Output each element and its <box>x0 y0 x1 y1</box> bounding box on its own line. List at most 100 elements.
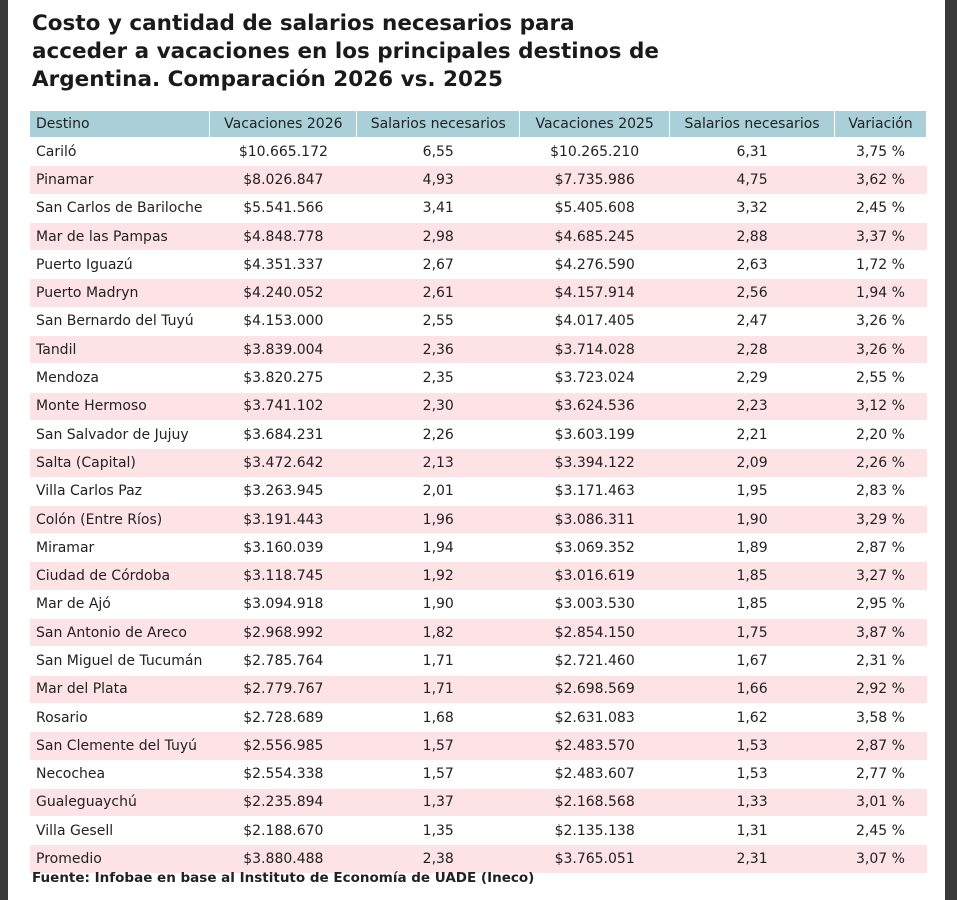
table-row: Cariló $10.665.172 6,55 $10.265.210 6,31 3,75… <box>30 136 927 166</box>
frame-edge <box>0 0 8 900</box>
table-row: San Carlos de Bariloche $5.541.566 3,41 $5.… <box>30 193 927 223</box>
table-cell: 1,33 <box>669 787 835 817</box>
table-cell: 2,45 % <box>834 193 927 223</box>
table-cell: 2,09 <box>669 448 835 478</box>
header-row: Destino Vacaciones 2026 Salarios necesario… <box>30 111 928 138</box>
table-cell: 3,29 % <box>834 504 927 534</box>
table-cell: $2.779.767 <box>209 674 357 704</box>
table-row: Villa Gesell $2.188.670 1,35 $2.135.138 1,31… <box>30 816 927 845</box>
table-cell: 1,92 <box>356 561 520 591</box>
table-cell: 2,31 <box>669 844 835 873</box>
table-cell: Promedio <box>30 844 210 873</box>
table-cell: 6,31 <box>669 136 835 166</box>
table-cell: Ciudad de Córdoba <box>30 561 210 591</box>
table-cell: 1,68 <box>356 702 520 732</box>
table-row: Mar de las Pampas $4.848.778 2,98 $4.685.24… <box>30 221 927 251</box>
table-row: Promedio $3.880.488 2,38 $3.765.051 2,31 3,07… <box>30 844 927 873</box>
table-cell: $10.265.210 <box>519 136 670 166</box>
table-row: Mar de Ajó $3.094.918 1,90 $3.003.530 1,85 2,… <box>30 589 927 619</box>
table-cell: $2.631.083 <box>519 702 670 732</box>
table-cell: $4.017.405 <box>519 306 670 336</box>
table-cell: $4.153.000 <box>209 306 357 336</box>
table-cell: 1,82 <box>356 618 520 647</box>
table-cell: Mar del Plata <box>30 674 210 704</box>
table-cell: $4.848.778 <box>209 221 357 251</box>
table-cell: 2,13 <box>356 448 520 478</box>
table-row: San Clemente del Tuyú $2.556.985 1,57 $2.48… <box>30 731 927 761</box>
table-cell: Monte Hermoso <box>30 391 210 421</box>
table-cell: $3.603.199 <box>519 419 670 449</box>
table-cell: $3.765.051 <box>519 844 670 873</box>
table-row: Villa Carlos Paz $3.263.945 2,01 $3.171.463… <box>30 476 927 506</box>
table-row: Gualeguaychú $2.235.894 1,37 $2.168.568 1,33… <box>30 787 927 817</box>
table-cell: 3,26 % <box>834 306 927 336</box>
title: Costo y cantidad de salarios necesarios … <box>32 11 659 92</box>
table-cell: $5.541.566 <box>209 193 357 223</box>
table-cell: 2,30 <box>356 391 520 421</box>
table-cell: 2,28 <box>669 335 835 364</box>
table-cell: $10.665.172 <box>209 136 357 166</box>
table-cell: 2,92 % <box>834 674 927 704</box>
table-cell: 3,12 % <box>834 391 927 421</box>
table-cell: Gualeguaychú <box>30 787 210 817</box>
table-cell: $2.556.985 <box>209 731 357 761</box>
table-cell: San Miguel de Tucumán <box>30 646 210 676</box>
table-row: Mar del Plata $2.779.767 1,71 $2.698.569 1,6… <box>30 674 927 704</box>
table-cell: $3.880.488 <box>209 844 357 873</box>
table-cell: $3.171.463 <box>519 476 670 506</box>
table-cell: 2,98 <box>356 221 520 251</box>
table-cell: $4.240.052 <box>209 278 357 308</box>
table-cell: 1,53 <box>669 759 835 789</box>
table-cell: $5.405.608 <box>519 193 670 223</box>
table-cell: 1,37 <box>356 787 520 817</box>
table-cell: Miramar <box>30 533 210 562</box>
table-cell: $3.839.004 <box>209 335 357 364</box>
table-row: Pinamar $8.026.847 4,93 $7.735.986 4,75 3,62 … <box>30 165 927 195</box>
table-cell: Colón (Entre Ríos) <box>30 504 210 534</box>
table-cell: 1,57 <box>356 759 520 789</box>
table-row: Mendoza $3.820.275 2,35 $3.723.024 2,29 2,55 … <box>30 363 927 393</box>
table-cell: 2,63 <box>669 250 835 279</box>
table-cell: $3.118.745 <box>209 561 357 591</box>
table-row: Ciudad de Córdoba $3.118.745 1,92 $3.016.61… <box>30 561 927 591</box>
table-cell: 1,31 <box>669 816 835 845</box>
table-cell: $3.472.642 <box>209 448 357 478</box>
table-row: San Bernardo del Tuyú $4.153.000 2,55 $4.01… <box>30 306 927 336</box>
table-cell: 1,95 <box>669 476 835 506</box>
table-cell: $3.094.918 <box>209 589 357 619</box>
table-cell: 1,89 <box>669 533 835 562</box>
table-cell: 2,38 <box>356 844 520 873</box>
table-cell: $3.160.039 <box>209 533 357 562</box>
table-cell: Puerto Iguazú <box>30 250 210 279</box>
table-cell: 2,88 <box>669 221 835 251</box>
table-cell: 3,58 % <box>834 702 927 732</box>
table-cell: 2,29 <box>669 363 835 393</box>
table-cell: $3.820.275 <box>209 363 357 393</box>
table-cell: 3,41 <box>356 193 520 223</box>
table-row: San Salvador de Jujuy $3.684.231 2,26 $3.60… <box>30 419 927 449</box>
table-cell: 1,71 <box>356 674 520 704</box>
table-cell: $3.723.024 <box>519 363 670 393</box>
table-row: Puerto Madryn $4.240.052 2,61 $4.157.914 2,5… <box>30 278 927 308</box>
table-cell: $2.235.894 <box>209 787 357 817</box>
table-cell: 3,26 % <box>834 335 927 364</box>
column-header: Variación <box>834 111 928 138</box>
table-cell: San Clemente del Tuyú <box>30 731 210 761</box>
table-cell: 4,93 <box>356 165 520 195</box>
table-cell: 1,67 <box>669 646 835 676</box>
table-cell: Villa Gesell <box>30 816 210 845</box>
table-cell: 2,87 % <box>834 533 927 562</box>
table-cell: 2,21 <box>669 419 835 449</box>
table-cell: $2.854.150 <box>519 618 670 647</box>
table-row: San Miguel de Tucumán $2.785.764 1,71 $2.72… <box>30 646 927 676</box>
table-row: Rosario $2.728.689 1,68 $2.631.083 1,62 3,58 … <box>30 702 927 732</box>
table-cell: $2.135.138 <box>519 816 670 845</box>
data-table: Destino Vacaciones 2026 Salarios necesario… <box>30 111 928 873</box>
table-cell: 1,66 <box>669 674 835 704</box>
table-cell: 2,77 % <box>834 759 927 789</box>
table-cell: $3.191.443 <box>209 504 357 534</box>
table-cell: 1,85 <box>669 589 835 619</box>
table-cell: 1,53 <box>669 731 835 761</box>
table-cell: 2,56 <box>669 278 835 308</box>
